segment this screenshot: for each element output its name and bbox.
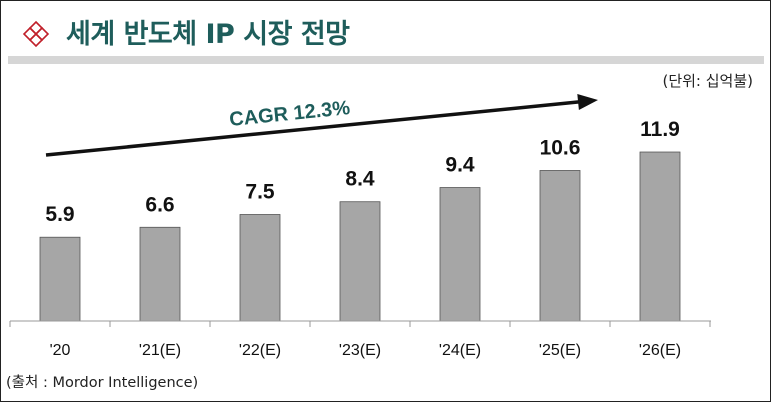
x-tick-label: '26(E) [639,342,681,359]
x-tick-label: '21(E) [139,342,181,359]
cagr-arrow-head [577,94,598,110]
x-tick-label: '23(E) [339,342,381,359]
source-note: (출처 : Mordor Intelligence) [6,375,199,391]
data-label: 10.6 [540,136,581,159]
data-label: 9.4 [445,154,475,177]
bar [639,151,681,322]
x-tick-label: '24(E) [439,342,481,359]
x-tick-label: '20 [50,342,71,359]
bar [239,214,281,322]
bar [39,236,81,322]
x-tick-label: '22(E) [239,342,281,359]
bar [539,170,581,322]
title-underline [8,56,764,64]
unit-label: (단위: 십억불) [662,72,753,90]
data-label: 6.6 [145,193,174,216]
bars-group: 5.9 6.6 7.5 8.4 9.4 10.6 11.9 [39,118,681,322]
data-label: 7.5 [245,181,275,204]
data-label: 11.9 [640,118,680,141]
x-axis: '20 '21(E) '22(E) '23(E) '24(E) '25(E) '26(E) [9,320,711,359]
x-tick-label: '25(E) [539,342,581,359]
cagr-arrow: CAGR 12.3% [45,94,598,157]
data-label: 5.9 [45,203,74,226]
bar [439,187,481,322]
data-label: 8.4 [345,168,375,191]
diamond-lattice-icon [22,20,50,48]
cagr-arrow-line [45,99,585,157]
bar [339,201,381,322]
page-title: 세계 반도체 IP 시장 전망 [66,19,350,50]
bar [139,226,181,322]
